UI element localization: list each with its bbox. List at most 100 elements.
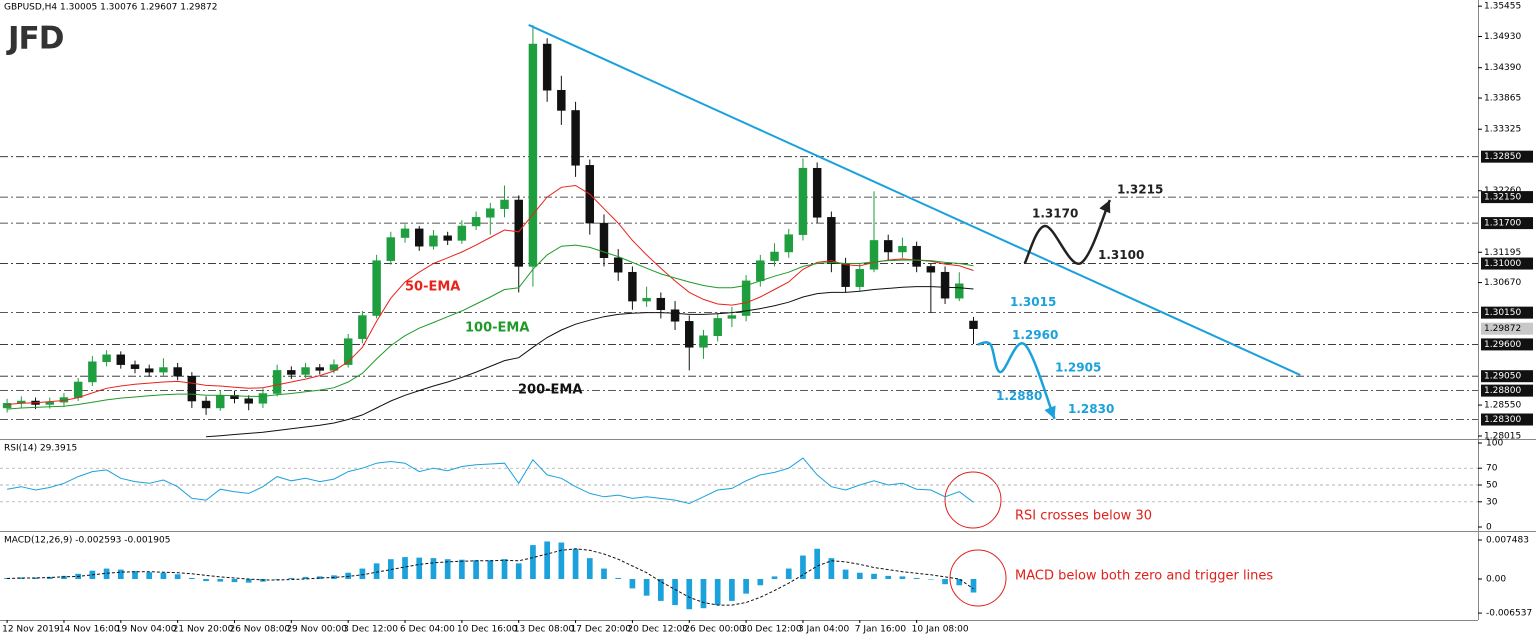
macd-bar: [615, 577, 622, 580]
macd-bar: [302, 576, 309, 580]
candle-body: [244, 398, 253, 404]
macd-bar: [444, 559, 451, 580]
candle-body: [315, 367, 324, 371]
logo: JFD: [6, 21, 64, 57]
y-tick-label: 30: [1486, 497, 1498, 507]
candle-body: [486, 208, 495, 218]
macd-bar: [18, 577, 25, 580]
candle-body: [571, 110, 580, 166]
macd-bar: [416, 557, 423, 580]
candle-body: [102, 354, 111, 362]
macd-bar: [743, 579, 749, 594]
candle-body: [329, 364, 339, 371]
macd-bar: [771, 576, 778, 580]
macd-bar: [601, 568, 607, 580]
y-tick-label: 1.35455: [1484, 2, 1521, 12]
scenario-path: [1023, 199, 1112, 265]
candle-body: [713, 318, 722, 336]
macd-bar: [117, 569, 124, 580]
candle-body: [855, 269, 865, 287]
candle-body: [699, 335, 708, 348]
y-tick-label: 1.34930: [1484, 32, 1521, 42]
x-tick-label: 26 Dec 00:00: [684, 625, 745, 635]
candle-body: [741, 280, 751, 316]
candle-body: [670, 309, 680, 322]
highlight-circle: [944, 471, 1002, 529]
y-tick-label: 1.28550: [1484, 401, 1521, 411]
x-tick-label: 12 Nov 2019: [2, 625, 60, 635]
highlight-circle: [949, 549, 1007, 607]
macd-bar: [757, 579, 764, 586]
current-price-label: 1.29872: [1484, 324, 1521, 334]
x-tick-label: 10 Dec 16:00: [457, 625, 518, 635]
candle-body: [812, 167, 822, 218]
candle-body: [144, 368, 154, 373]
candle-body: [727, 315, 737, 319]
level-label-box: [1481, 306, 1533, 319]
trendline: [528, 24, 1301, 376]
macd-bar: [373, 563, 380, 580]
y-tick-label: 50: [1486, 481, 1498, 491]
candle-body: [599, 222, 609, 259]
level-label-box: [1481, 257, 1533, 270]
macd-bar: [501, 559, 508, 580]
level-label: 1.28800: [1484, 386, 1521, 396]
level-label-box: [1481, 370, 1533, 383]
ema-label: 50-EMA: [405, 280, 460, 295]
candle-body: [173, 367, 182, 377]
candle-body: [457, 225, 467, 241]
candle-body: [827, 217, 836, 264]
x-tick-label: 14 Nov 16:00: [59, 625, 120, 635]
candle-body: [272, 370, 282, 394]
y-tick-label: 1.28015: [1484, 431, 1521, 441]
macd-bar: [46, 576, 53, 580]
scenario-label: 1.2960: [1012, 328, 1058, 342]
level-label-box: [1481, 413, 1533, 426]
macd-bar: [828, 558, 835, 580]
y-tick-label: 1.31195: [1484, 248, 1521, 258]
scenario-label: 1.2830: [1068, 402, 1114, 416]
ema-label: 100-EMA: [465, 321, 529, 336]
scenario-label: 1.3015: [1010, 295, 1056, 309]
macd-bar: [586, 558, 593, 580]
macd-bar: [672, 579, 678, 606]
candle-body: [201, 400, 211, 409]
candle-body: [116, 354, 126, 365]
candle-body: [642, 297, 651, 302]
candle-body: [656, 297, 666, 311]
level-label-box: [1481, 338, 1533, 351]
scenario-label: 1.2880: [996, 389, 1042, 403]
candle-body: [301, 367, 310, 375]
candle-body: [216, 395, 225, 409]
y-tick-label: -0.006537: [1486, 609, 1532, 619]
level-label-box: [1481, 384, 1533, 397]
scenario-label: 1.3170: [1032, 207, 1078, 221]
candle-body: [443, 235, 452, 241]
ema-line: [206, 286, 974, 438]
annotation: RSI crosses below 30: [1015, 509, 1152, 524]
candle-body: [514, 199, 523, 267]
macd-bar: [530, 545, 536, 580]
macd-bar: [316, 576, 323, 580]
candle-body: [628, 271, 637, 302]
macd-bar: [345, 572, 352, 580]
macd-bar: [189, 577, 195, 580]
candle-body: [613, 257, 623, 273]
macd-bar: [643, 579, 650, 596]
scenario-path: [977, 341, 1056, 420]
candle-body: [542, 43, 552, 91]
candle-body: [955, 283, 964, 299]
macd-bar: [174, 574, 181, 580]
macd-bar: [160, 572, 167, 580]
macd-bar: [146, 572, 153, 580]
current-price-box: [1481, 322, 1533, 335]
x-tick-label: 29 Nov 00:00: [286, 625, 347, 635]
level-label-box: [1481, 217, 1533, 230]
candle-body: [358, 315, 367, 339]
level-label: 1.31700: [1484, 219, 1521, 229]
macd-bar: [32, 577, 39, 580]
macd-bar: [245, 579, 252, 583]
